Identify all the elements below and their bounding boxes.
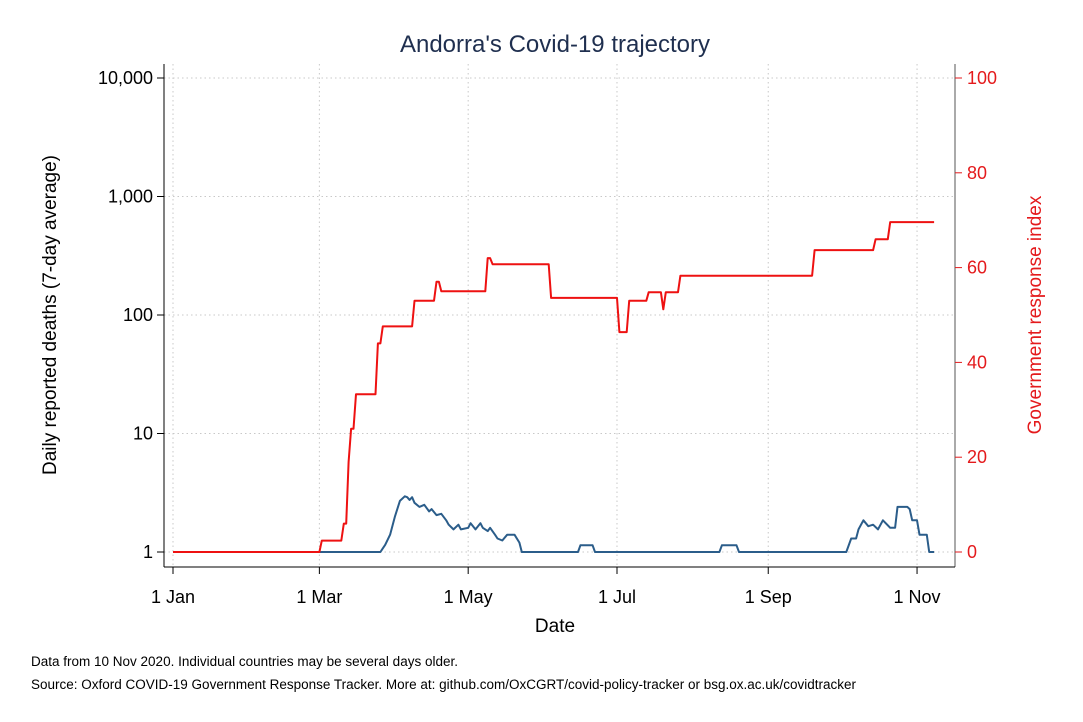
y-right-tick-label: 40: [967, 352, 987, 372]
y-axis-right-label: Government response index: [1025, 195, 1046, 434]
ticks: 1 10 100 1,000 10,000 0 20 40 60 80 100 1 Jan 1 Mar 1…: [98, 68, 997, 607]
x-tick-label: 1 Sep: [745, 587, 792, 607]
x-tick-label: 1 Nov: [894, 587, 941, 607]
y-right-tick-label: 20: [967, 447, 987, 467]
footnote-data-date: Data from 10 Nov 2020. Individual countr…: [31, 654, 458, 669]
footnote-source: Source: Oxford COVID-19 Government Respo…: [31, 677, 857, 692]
y-right-tick-label: 100: [967, 68, 997, 88]
deaths-series-line: [173, 495, 935, 553]
y-axis-left-label: Daily reported deaths (7-day average): [40, 155, 61, 475]
x-tick-label: 1 May: [444, 587, 493, 607]
response-index-series-line: [173, 221, 935, 553]
y-right-tick-label: 0: [967, 542, 977, 562]
x-tick-label: 1 Jan: [151, 587, 195, 607]
y-left-tick-label: 1,000: [108, 187, 153, 207]
y-left-tick-label: 10,000: [98, 68, 153, 88]
axes: [163, 64, 956, 568]
x-tick-label: 1 Jul: [598, 587, 636, 607]
y-left-tick-label: 100: [123, 305, 153, 325]
chart-title: Andorra's Covid-19 trajectory: [400, 31, 710, 58]
y-right-tick-label: 60: [967, 258, 987, 278]
y-left-tick-label: 10: [133, 424, 153, 444]
y-left-tick-label: 1: [143, 542, 153, 562]
y-right-tick-label: 80: [967, 163, 987, 183]
chart: Andorra's Covid-19 trajectory 1 10 100 1,00…: [40, 31, 1046, 637]
grid: [164, 64, 955, 567]
x-tick-label: 1 Mar: [296, 587, 342, 607]
series-group: [173, 221, 935, 553]
x-axis-label: Date: [535, 616, 575, 637]
